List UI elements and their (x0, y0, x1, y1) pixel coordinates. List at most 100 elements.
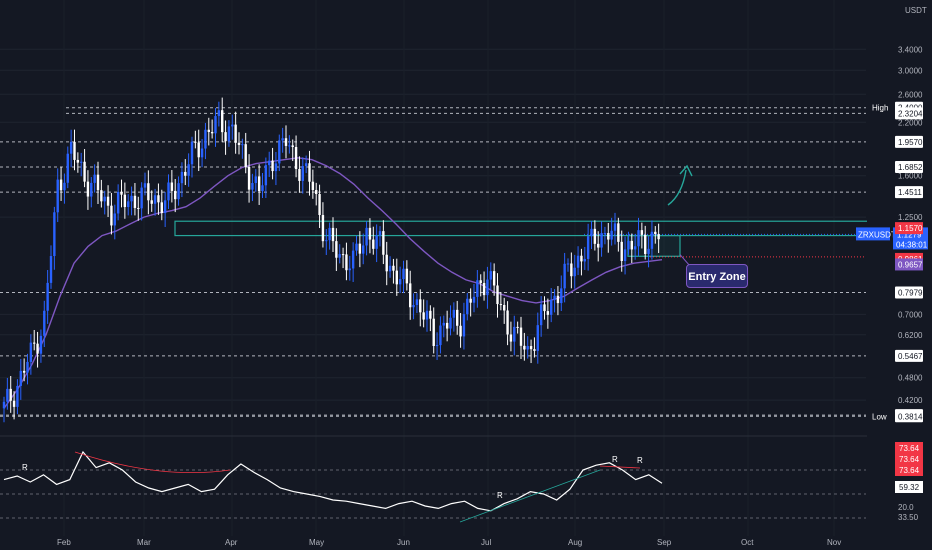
level-tag-text: 2.3204 (898, 109, 923, 118)
candle-body (583, 258, 586, 262)
y-tick-label: 1.2500 (898, 213, 923, 222)
candle-body (247, 166, 251, 190)
time-axis-bg (0, 536, 932, 550)
candle-body (409, 283, 412, 308)
candle-body (291, 145, 294, 148)
candle-body (221, 110, 224, 133)
candle-body (560, 288, 563, 304)
y-tick-label: 0.4800 (898, 374, 923, 383)
rsi-tag-text: 73.64 (899, 444, 920, 453)
candle-body (496, 285, 499, 305)
candle-body (466, 298, 469, 315)
y-tick-label: 2.2000 (898, 118, 923, 127)
candle-body (644, 234, 647, 254)
candle-body (241, 144, 244, 146)
level-tag (895, 186, 923, 199)
candle-body (593, 228, 597, 244)
candle-body (586, 236, 590, 259)
candle-body (429, 310, 432, 319)
rsi-resistance-line (599, 465, 641, 469)
moving-average (3, 157, 663, 409)
level-tag (895, 161, 923, 174)
candle-body (46, 282, 49, 311)
candle-body (261, 185, 264, 192)
level-label-bg (868, 101, 892, 114)
candle-body (412, 304, 415, 308)
candle-body (509, 334, 513, 342)
candle-body (49, 256, 53, 283)
candle-body (278, 140, 281, 164)
rsi-tag-text: 59.32 (899, 483, 920, 492)
level-label: High (872, 104, 888, 113)
candle-body (237, 142, 241, 145)
arrow-head (679, 164, 693, 177)
candle-body (174, 190, 177, 200)
candle-body (580, 255, 583, 262)
time-axis[interactable]: Feb Mar Apr May Jun Jul Aug Sep Oct Nov (0, 536, 932, 550)
candle-body (12, 400, 16, 407)
candle-body (573, 267, 576, 277)
x-tick-label: Feb (57, 538, 71, 547)
rsi-marker: R (612, 455, 618, 464)
candle-body (163, 200, 167, 214)
entry-zone-callout: Entry Zone (686, 264, 748, 288)
x-tick-label: Sep (657, 538, 672, 547)
level-tag (895, 410, 923, 423)
candle-body (157, 195, 160, 203)
candle-body (137, 207, 140, 209)
candle-body (325, 240, 328, 242)
candle-body (419, 299, 422, 313)
y-tick-label: 1.6000 (898, 172, 923, 181)
ma-price-tag-text: 0.9657 (898, 260, 923, 269)
y-tick-label: 3.4000 (898, 45, 923, 54)
rsi-tag (895, 442, 923, 454)
candle-body (187, 164, 190, 176)
candle-body (294, 147, 298, 170)
candle-body (204, 129, 207, 149)
candle-body (654, 231, 657, 235)
candle-body (29, 342, 33, 362)
price-axis[interactable]: USDT 3.4000 3.0000 2.6000 2.2000 1.6000 1.2500… (856, 0, 932, 550)
candle-body (345, 254, 348, 271)
candle-body (402, 268, 405, 280)
candle-body (16, 385, 19, 407)
candle-body (123, 194, 127, 208)
y-tick-label: 0.4200 (898, 396, 923, 405)
candle-body (425, 310, 429, 320)
candle-body (637, 230, 640, 247)
x-tick-label: Apr (225, 538, 238, 547)
candle-body (298, 169, 301, 181)
candle-body (150, 200, 153, 204)
candle-body (6, 388, 9, 402)
candle-body (83, 161, 86, 182)
level-tag (895, 349, 923, 362)
entry-zone-box (627, 234, 681, 257)
candle-body (382, 231, 385, 255)
candle-body (140, 187, 143, 209)
candle-body (479, 280, 482, 284)
candle-body (358, 243, 362, 254)
level-tag-text: 1.4511 (898, 188, 922, 197)
rsi-marker: R (637, 456, 643, 465)
candle-body (590, 228, 593, 237)
candle-body (268, 160, 271, 166)
candle-body (331, 227, 335, 242)
candle-body (435, 345, 439, 347)
candle-body (251, 183, 254, 190)
candle-body (113, 213, 116, 226)
candle-body (452, 309, 456, 318)
level-tag (895, 135, 923, 148)
rsi-line (3, 450, 663, 512)
candle-body (73, 141, 76, 160)
candle-body (439, 325, 442, 346)
x-tick-label: Mar (137, 538, 151, 547)
candle-body (254, 176, 257, 184)
candle-body (200, 148, 204, 158)
candle-body (570, 263, 573, 277)
candle-body (170, 182, 174, 191)
candle-body (553, 295, 556, 300)
rsi-tag (895, 481, 923, 493)
candle-body (603, 233, 607, 235)
candle-body (392, 265, 395, 271)
